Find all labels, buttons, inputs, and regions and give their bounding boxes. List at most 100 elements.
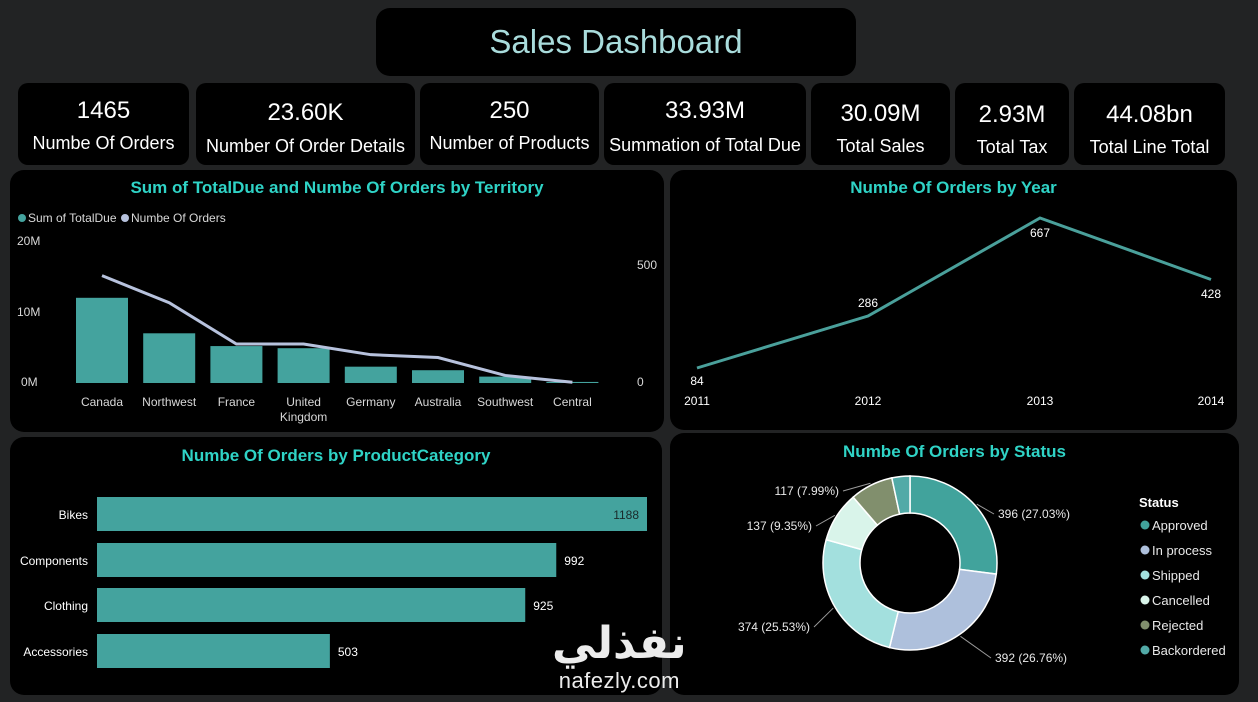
- x-tick-label: United Kingdom: [280, 395, 327, 424]
- data-label: 1188: [613, 508, 639, 522]
- kpi-card-total-line-total[interactable]: 44.08bn Total Line Total: [1074, 83, 1225, 165]
- x-tick-label: Canada: [81, 395, 123, 409]
- data-label: 286: [858, 296, 878, 310]
- orders-line: [101, 274, 573, 384]
- bar-accessories: [97, 634, 330, 668]
- leader-line: [976, 503, 995, 515]
- watermark-logo-arabic: نفذلي: [552, 618, 687, 669]
- y-tick-label: Clothing: [44, 599, 88, 613]
- chart-title: Sum of TotalDue and Numbe Of Orders by T…: [130, 178, 544, 197]
- leader-line: [960, 635, 992, 659]
- x-tick-label: Australia: [415, 395, 462, 409]
- kpi-value: 30.09M: [840, 100, 921, 127]
- page-title: Sales Dashboard: [489, 23, 743, 60]
- y-tick-label: Accessories: [23, 645, 88, 659]
- kpi-value: 1465: [76, 97, 131, 124]
- year-chart: 84 2011 286 2012 667 2013 428 2014: [684, 216, 1225, 408]
- dashboard-title-box: Sales Dashboard: [376, 8, 856, 76]
- chart-title: Numbe Of Orders by Status: [843, 442, 1066, 461]
- y-tick-left: 0M: [21, 375, 38, 389]
- kpi-label: Numbe Of Orders: [32, 133, 175, 153]
- data-label: 925: [533, 599, 553, 613]
- x-tick-label: Northwest: [142, 395, 197, 409]
- kpi-label: Number Of Order Details: [205, 136, 406, 156]
- y-tick-right: 0: [637, 375, 644, 389]
- bar-australia: [412, 370, 464, 383]
- legend-label: Cancelled: [1152, 593, 1210, 608]
- data-label: 667: [1030, 226, 1050, 240]
- kpi-card-total-sales[interactable]: 30.09M Total Sales: [811, 83, 950, 165]
- kpi-value: 44.08bn: [1106, 101, 1193, 128]
- x-tick-label: 2012: [855, 394, 882, 408]
- legend-label: In process: [1152, 543, 1212, 558]
- data-label: 374 (25.53%): [738, 620, 810, 634]
- x-tick-label: 2011: [684, 394, 710, 408]
- bar-components: [97, 543, 557, 577]
- kpi-card-total-due[interactable]: 33.93M Summation of Total Due: [604, 83, 806, 165]
- kpi-label: Total Line Total: [1089, 137, 1210, 157]
- y-tick-label: Components: [20, 554, 88, 568]
- chart-title: Numbe Of Orders by ProductCategory: [181, 446, 491, 465]
- status-chart-panel[interactable]: Numbe Of Orders by Status Status 396 (27…: [670, 433, 1239, 695]
- kpi-card-orders[interactable]: 1465 Numbe Of Orders: [18, 83, 189, 165]
- x-tick-label: Germany: [346, 395, 395, 409]
- x-tick-label: 2013: [1027, 394, 1054, 408]
- watermark-url: nafezly.com: [558, 668, 680, 693]
- kpi-label: Total Sales: [836, 136, 925, 156]
- kpi-label: Total Tax: [976, 137, 1048, 157]
- bar-united-kingdom: [277, 348, 330, 383]
- data-label: 992: [564, 554, 584, 568]
- bar-canada: [76, 297, 128, 383]
- category-chart-panel[interactable]: Numbe Of Orders by ProductCategory Bikes…: [10, 437, 662, 695]
- kpi-card-products[interactable]: 250 Number of Products: [420, 83, 599, 165]
- x-tick-label: Central: [553, 395, 592, 409]
- kpi-value: 2.93M: [978, 101, 1046, 128]
- legend-swatch: [1140, 645, 1150, 655]
- year-chart-panel[interactable]: Numbe Of Orders by Year 84 2011 286 2012 667…: [670, 170, 1237, 430]
- chart-title: Numbe Of Orders by Year: [850, 178, 1057, 197]
- kpi-card-total-tax[interactable]: 2.93M Total Tax: [955, 83, 1069, 165]
- territory-chart-panel[interactable]: Sum of TotalDue and Numbe Of Orders by T…: [10, 170, 664, 432]
- legend-label: Backordered: [1152, 643, 1226, 658]
- kpi-value: 23.60K: [267, 99, 344, 126]
- kpi-value: 33.93M: [664, 97, 746, 124]
- legend-swatch: [1140, 545, 1150, 555]
- leader-line: [813, 607, 834, 628]
- slice-approved: [909, 475, 998, 575]
- y-tick-label: Bikes: [59, 508, 88, 522]
- data-label: 84: [690, 374, 704, 388]
- data-label: 117 (7.99%): [775, 484, 839, 498]
- leader-line: [815, 514, 836, 527]
- y-tick-left: 20M: [17, 234, 40, 248]
- data-label: 428: [1201, 287, 1221, 301]
- legend-label-orders: Numbe Of Orders: [131, 211, 226, 225]
- bar-northwest: [143, 333, 196, 383]
- bar-france: [210, 346, 263, 383]
- territory-chart: Sum of TotalDue Numbe Of Orders 20M 10M …: [17, 211, 657, 424]
- y-tick-right: 500: [637, 258, 657, 272]
- legend-label: Rejected: [1152, 618, 1203, 633]
- kpi-label: Number of Products: [429, 133, 590, 153]
- kpi-value: 250: [489, 97, 530, 124]
- kpi-label: Summation of Total Due: [609, 135, 801, 155]
- x-tick-label: Southwest: [477, 395, 534, 409]
- y-tick-left: 10M: [17, 305, 40, 319]
- data-label: 396 (27.03%): [998, 507, 1070, 521]
- legend-label: Shipped: [1152, 568, 1200, 583]
- bar-germany: [344, 366, 397, 383]
- slice-in-process: [888, 568, 998, 651]
- legend-swatch-orders: [121, 214, 129, 222]
- legend-label-totaldue: Sum of TotalDue: [28, 211, 117, 225]
- data-label: 392 (26.76%): [995, 651, 1067, 665]
- x-tick-label: 2014: [1198, 394, 1225, 408]
- bar-clothing: [97, 588, 526, 622]
- legend-swatch: [1140, 595, 1150, 605]
- bar-bikes: [97, 497, 647, 531]
- slice-backordered: [890, 475, 911, 515]
- data-label: 137 (9.35%): [747, 519, 812, 533]
- legend-swatch-totaldue: [18, 214, 26, 222]
- bar-central: [546, 381, 599, 383]
- x-tick-label: France: [218, 395, 256, 409]
- legend-swatch: [1140, 620, 1150, 630]
- kpi-card-order-details[interactable]: 23.60K Number Of Order Details: [196, 83, 415, 165]
